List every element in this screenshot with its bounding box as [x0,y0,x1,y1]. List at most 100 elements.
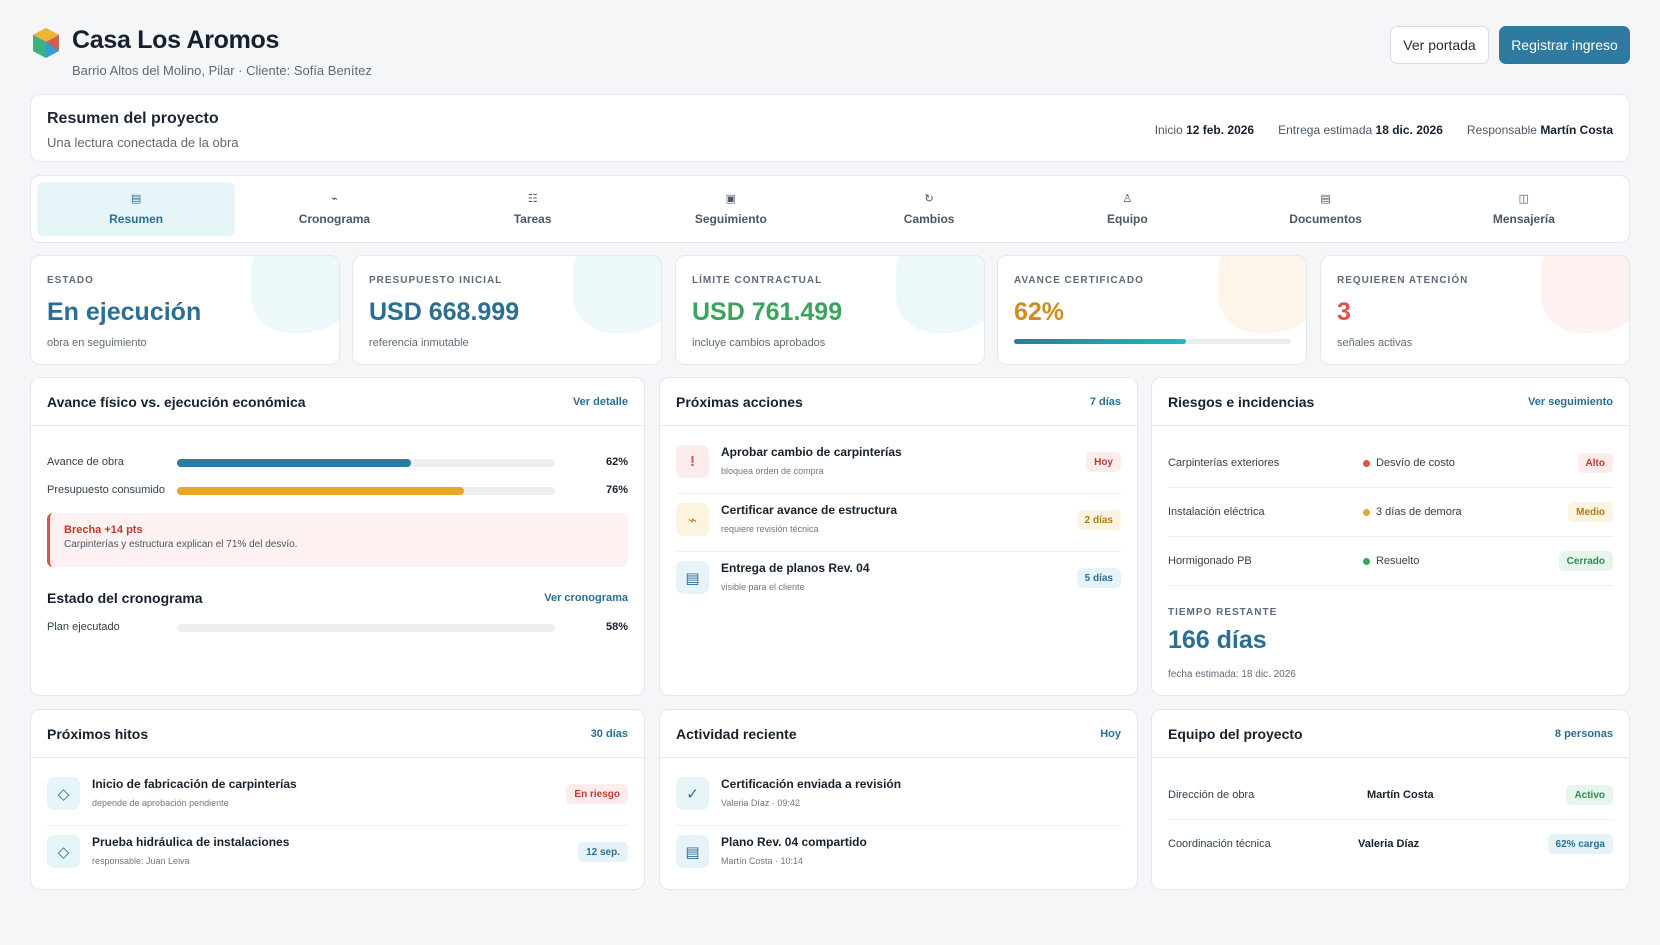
list-item[interactable]: ▤ Plano Rev. 04 compartido Martín Costa … [676,826,1121,884]
kpi-value: En ejecución [47,298,202,326]
team-row[interactable]: Coordinación técnica Valeria Díaz 62% ca… [1168,820,1613,869]
list-item[interactable]: ◇ Inicio de fabricación de carpinterías … [47,768,628,826]
kpi-presupuesto-inicial: PRESUPUESTO INICIAL USD 668.999 referenc… [352,255,662,365]
summary-subtitle: Una lectura conectada de la obra [47,135,239,150]
team-member-name: Valeria Díaz [1358,838,1420,850]
kpi-footnote: obra en seguimiento [47,337,147,349]
document-icon: ▤ [676,835,709,868]
milestone-diamond-icon: ◇ [47,835,80,868]
panel-title: Próximas acciones [676,393,803,410]
risk-row[interactable]: Instalación eléctrica 3 días de demora M… [1168,488,1613,537]
panel-title: Riesgos e incidencias [1168,393,1315,410]
plan-row: Plan ejecutado 58% [47,621,628,635]
decorative-blob [896,256,984,333]
list-item[interactable]: ⌁ Certificar avance de estructura requie… [676,494,1121,552]
tab-documentos[interactable]: ▤ Documentos [1289,192,1362,226]
date-badge: 12 sep. [578,842,628,862]
list-item[interactable]: ✓ Certificación enviada a revisión Valer… [676,768,1121,826]
summary-title: Resumen del proyecto [47,110,219,127]
list-item[interactable]: ! Aprobar cambio de carpinterías bloquea… [676,436,1121,494]
risk-row[interactable]: Hormigonado PB Resuelto Cerrado [1168,537,1613,586]
kpi-label: ESTADO [47,275,94,286]
decorative-blob [573,256,661,333]
decorative-blob [1218,256,1306,333]
start-date: Inicio 12 feb. 2026 [1154,123,1255,137]
alert-icon: ! [676,445,709,478]
kpi-avance-certificado: AVANCE CERTIFICADO 62% [997,255,1307,365]
item-subtitle: Martín Costa · 10:14 [721,856,804,866]
avance-panel: Avance físico vs. ejecución económica Ver… [30,377,645,696]
team-member-name: Martín Costa [1367,789,1434,801]
tab-equipo[interactable]: ♙ Equipo [1107,192,1148,226]
progress-fill [177,624,397,632]
section-title: Estado del cronograma [47,590,203,606]
check-icon: ✓ [676,777,709,810]
item-subtitle: requiere revisión técnica [721,524,819,534]
kpi-limite-contractual: LÍMITE CONTRACTUAL USD 761.499 incluye c… [675,255,985,365]
ver-cronograma-link[interactable]: Ver cronograma [544,592,628,604]
item-title: Certificar avance de estructura [721,503,898,517]
summary-icon: ▤ [130,192,142,205]
kpi-progress-bar [1014,339,1291,344]
tab-bar: ▤ Resumen ⌁ Cronograma ☷ Tareas ▣ Seguimient… [30,175,1630,243]
kpi-value: USD 668.999 [369,298,520,326]
summary-meta: Inicio 12 feb. 2026 Entrega estimada 18 … [1155,123,1613,137]
presupuesto-row: Presupuesto consumido 76% [47,484,628,498]
alert-title: Brecha +14 pts [64,524,143,536]
panel-title: Actividad reciente [676,725,797,742]
document-icon: ▤ [1320,192,1331,205]
list-icon: ☷ [527,192,538,205]
risk-row[interactable]: Carpinterías exteriores Desvío de costo … [1168,439,1613,488]
timeline-icon: ⌁ [676,503,709,536]
item-subtitle: bloquea orden de compra [721,466,824,476]
ver-detalle-link[interactable]: Ver detalle [572,395,628,408]
status-badge: En riesgo [566,784,628,804]
kpi-estado: ESTADO En ejecución obra en seguimiento [30,255,340,365]
actividad-range-link[interactable]: Hoy [1100,727,1121,740]
team-row[interactable]: Dirección de obra Martín Costa Activo [1168,771,1613,820]
item-title: Plano Rev. 04 compartido [721,835,867,849]
status-badge: Hoy [1086,452,1121,472]
riesgos-panel: Riesgos e incidencias Ver seguimiento Car… [1151,377,1630,696]
item-title: Certificación enviada a revisión [721,777,902,791]
hitos-range-link[interactable]: 30 días [590,727,628,740]
tab-cambios[interactable]: ↻ Cambios [903,192,955,226]
panel-title: Avance físico vs. ejecución económica [47,393,306,410]
risk-status: 3 días de demora [1363,506,1462,518]
item-subtitle: visible para el cliente [721,582,805,592]
risk-status: Resuelto [1363,555,1419,567]
item-subtitle: depende de aprobación pendiente [92,798,229,808]
status-dot-icon [1363,557,1370,565]
project-summary: Resumen del proyecto Una lectura conecta… [30,94,1630,162]
kpi-value: USD 761.499 [692,298,843,326]
avance-obra-row: Avance de obra 62% [47,456,628,470]
risk-name: Instalación eléctrica [1168,506,1265,518]
registrar-ingreso-button[interactable]: Registrar ingreso [1499,26,1630,64]
progress-bar [177,459,555,467]
ver-seguimiento-link[interactable]: Ver seguimiento [1528,395,1613,408]
kpi-value: 62% [1014,298,1065,326]
owner: Responsable Martín Costa [1466,123,1613,137]
tab-tareas[interactable]: ☷ Tareas [513,192,552,226]
progress-fill [177,459,412,467]
list-item[interactable]: ▤ Entrega de planos Rev. 04 visible para… [676,552,1121,610]
kpi-footnote: señales activas [1337,337,1413,349]
equipo-count-link[interactable]: 8 personas [1554,727,1613,740]
item-subtitle: responsable: Juan Leiva [92,856,190,866]
person-icon: ♙ [1122,192,1133,205]
item-subtitle: Valeria Díaz · 09:42 [721,798,800,808]
severity-badge: Cerrado [1558,551,1613,571]
kpi-label: PRESUPUESTO INICIAL [369,275,503,286]
tab-resumen[interactable]: ▤ Resumen [37,182,236,236]
acciones-range-link[interactable]: 7 días [1089,395,1121,408]
refresh-icon: ↻ [924,192,934,205]
tab-seguimiento[interactable]: ▣ Seguimiento [694,192,767,226]
item-title: Inicio de fabricación de carpinterías [92,777,297,791]
status-dot-icon [1363,508,1370,516]
page-subtitle: Barrio Altos del Molino, Pilar · Cliente… [72,63,372,78]
tab-mensajeria[interactable]: ◫ Mensajería [1492,192,1555,226]
progress-fill [177,487,465,495]
ver-portada-button[interactable]: Ver portada [1390,26,1489,64]
list-item[interactable]: ◇ Prueba hidráulica de instalaciones res… [47,826,628,884]
tab-cronograma[interactable]: ⌁ Cronograma [298,192,371,226]
